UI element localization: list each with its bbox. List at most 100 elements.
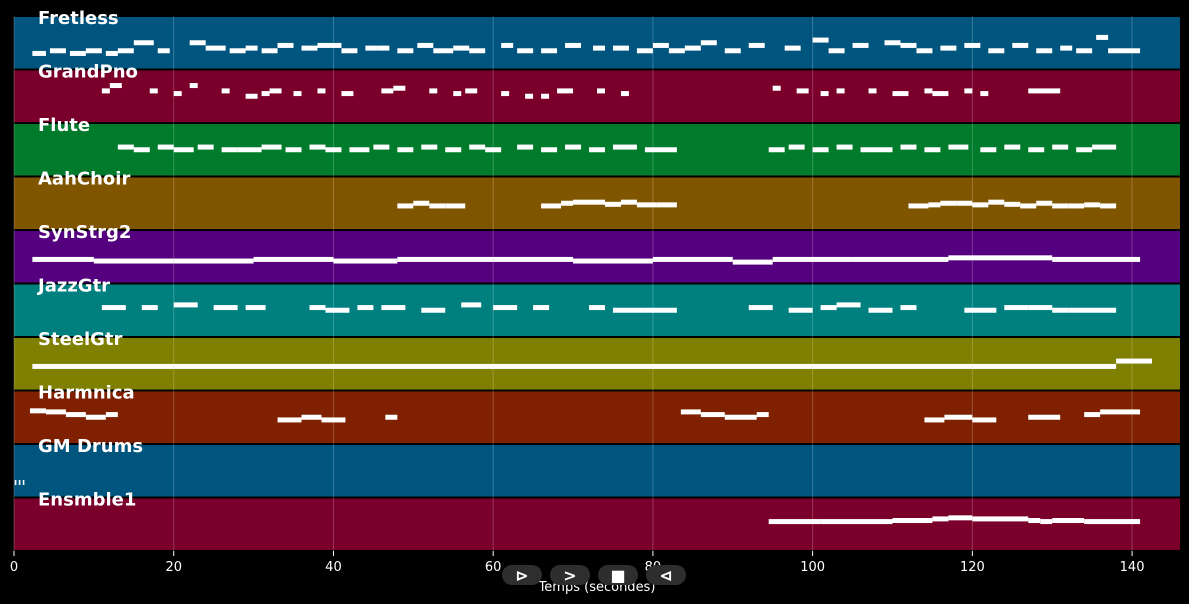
note (465, 88, 478, 94)
note (892, 91, 909, 97)
note (820, 305, 837, 311)
note (1084, 412, 1101, 418)
note (612, 144, 637, 150)
note (453, 91, 462, 97)
track-band (14, 391, 1180, 443)
note (277, 417, 302, 423)
stop-button[interactable]: ■ (598, 565, 638, 585)
note (381, 305, 406, 311)
note (604, 201, 621, 207)
note (105, 412, 118, 418)
note (565, 144, 582, 150)
note (972, 363, 1117, 369)
note (652, 42, 669, 48)
note (213, 305, 238, 311)
note (964, 307, 997, 313)
track-band (14, 70, 1180, 122)
note (277, 42, 294, 48)
note (29, 408, 46, 414)
note (1076, 48, 1093, 54)
note (988, 48, 1005, 54)
note (253, 256, 334, 262)
note (349, 147, 370, 153)
note (1108, 48, 1141, 54)
note (908, 203, 929, 209)
note (1052, 144, 1069, 150)
note (620, 199, 637, 205)
note (980, 91, 989, 97)
note (417, 42, 434, 48)
note (868, 88, 877, 94)
note (85, 48, 102, 54)
note (768, 147, 785, 153)
note (501, 42, 514, 48)
note (812, 37, 829, 43)
note (365, 45, 378, 51)
next-button[interactable]: > (550, 565, 590, 585)
note (173, 147, 194, 153)
note (301, 45, 318, 51)
note (325, 307, 350, 313)
note (49, 48, 66, 54)
note (22, 480, 25, 486)
note (173, 91, 182, 97)
note (1116, 358, 1153, 364)
note (85, 414, 106, 420)
note (884, 40, 901, 46)
track-band (14, 498, 1180, 550)
note (828, 48, 845, 54)
note (1052, 203, 1069, 209)
note (157, 48, 170, 54)
note (485, 147, 502, 153)
x-tick-label: 120 (960, 560, 985, 575)
x-tick-label: 0 (10, 560, 18, 575)
previous-button[interactable]: ⊲ (646, 565, 686, 585)
track-band (14, 284, 1180, 336)
note (317, 42, 342, 48)
track-label: GM Drums (38, 436, 143, 457)
note (652, 363, 813, 369)
note (14, 480, 17, 486)
note (636, 48, 653, 54)
note (636, 202, 657, 208)
note (541, 48, 558, 54)
note (772, 256, 853, 262)
note (1092, 144, 1117, 150)
note (1020, 203, 1037, 209)
note (341, 48, 358, 54)
note (1028, 414, 1061, 420)
note (1052, 307, 1069, 313)
note (573, 258, 653, 264)
track-band (14, 338, 1180, 390)
note (493, 256, 574, 262)
play-button[interactable]: ⊳ (502, 565, 542, 585)
note (237, 147, 262, 153)
note (117, 48, 134, 54)
note (117, 144, 134, 150)
note (561, 200, 574, 206)
note (593, 45, 605, 51)
note (1004, 305, 1029, 311)
note (940, 45, 957, 51)
note (397, 147, 414, 153)
track-label: Flute (38, 115, 90, 136)
note (1036, 200, 1053, 206)
x-tick-label: 60 (485, 560, 502, 575)
note (1012, 42, 1029, 48)
note (788, 307, 813, 313)
note (820, 91, 829, 97)
note (421, 144, 438, 150)
note (333, 363, 494, 369)
note (469, 144, 486, 150)
note (45, 409, 66, 415)
track-band (14, 445, 1180, 497)
note (429, 203, 446, 209)
note (1076, 147, 1093, 153)
note (18, 480, 21, 486)
note (189, 40, 206, 46)
note (972, 202, 989, 208)
note (261, 48, 278, 54)
note (972, 516, 1029, 522)
note (261, 91, 270, 97)
